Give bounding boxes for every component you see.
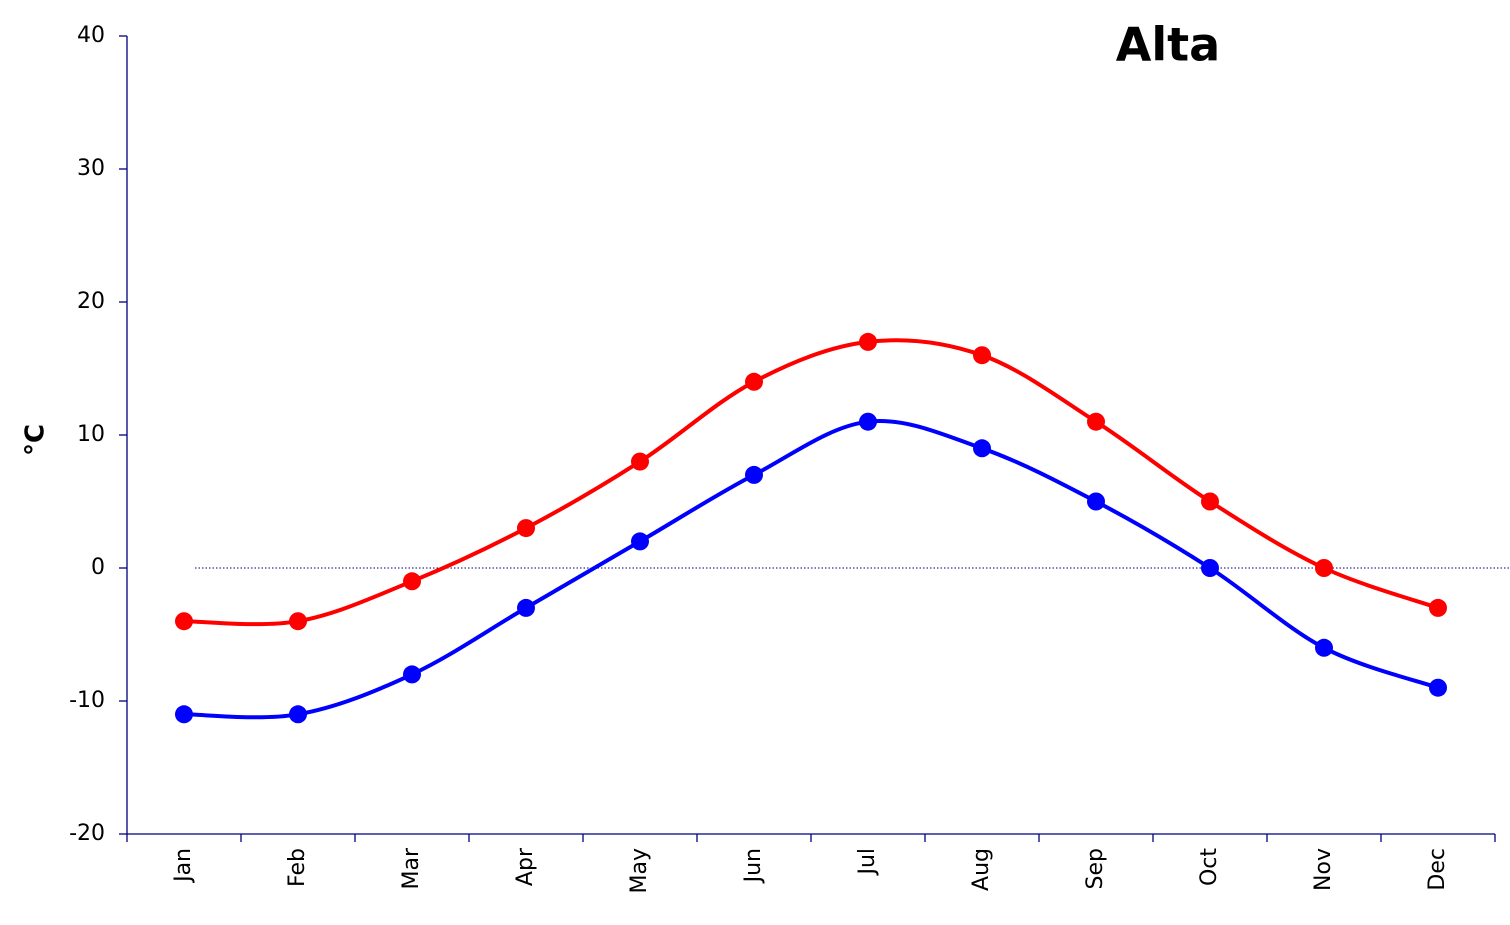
data-point [1315, 638, 1333, 657]
y-tick-label: 30 [77, 156, 105, 181]
data-point [175, 612, 193, 631]
data-point [631, 532, 649, 551]
y-tick-label: 10 [77, 422, 105, 447]
data-point [631, 452, 649, 471]
y-tick-label: -20 [69, 821, 105, 846]
y-tick-label: 20 [77, 289, 105, 314]
data-point [745, 465, 763, 484]
data-point [175, 705, 193, 724]
x-tick-label: Nov [1311, 848, 1336, 891]
series-line [183, 338, 1439, 627]
data-point [289, 612, 307, 631]
x-tick-label: Feb [285, 848, 310, 887]
data-point [517, 519, 535, 538]
data-point [1087, 412, 1105, 431]
data-point [1201, 492, 1219, 511]
x-tick-label: Mar [399, 847, 424, 889]
x-tick-label: May [627, 848, 652, 893]
chart-title: Alta [1116, 18, 1220, 72]
data-point [289, 705, 307, 724]
data-point [517, 598, 535, 617]
x-tick-label: Jun [741, 848, 766, 884]
y-tick-label: 0 [91, 555, 105, 580]
x-tick-label: Oct [1197, 848, 1222, 886]
data-point [1201, 559, 1219, 577]
x-tick-label: Dec [1425, 848, 1450, 891]
data-point [1315, 559, 1333, 577]
data-point [859, 332, 877, 351]
data-point [745, 372, 763, 391]
y-tick-label: 40 [77, 23, 105, 48]
data-point [973, 439, 991, 458]
x-tick-label: Sep [1083, 848, 1108, 889]
data-point [1087, 492, 1105, 511]
x-tick-label: Aug [969, 848, 994, 891]
series-line [183, 419, 1439, 720]
x-tick-label: Jul [855, 848, 880, 877]
x-tick-label: Jan [171, 848, 196, 884]
y-tick-label: -10 [69, 688, 105, 713]
data-point [403, 572, 421, 591]
data-point [859, 412, 877, 431]
data-point [1429, 598, 1447, 617]
data-point [403, 665, 421, 684]
x-tick-label: Apr [513, 847, 538, 886]
data-point [973, 346, 991, 365]
y-axis-label: °C [21, 424, 51, 456]
data-point [1429, 678, 1447, 697]
